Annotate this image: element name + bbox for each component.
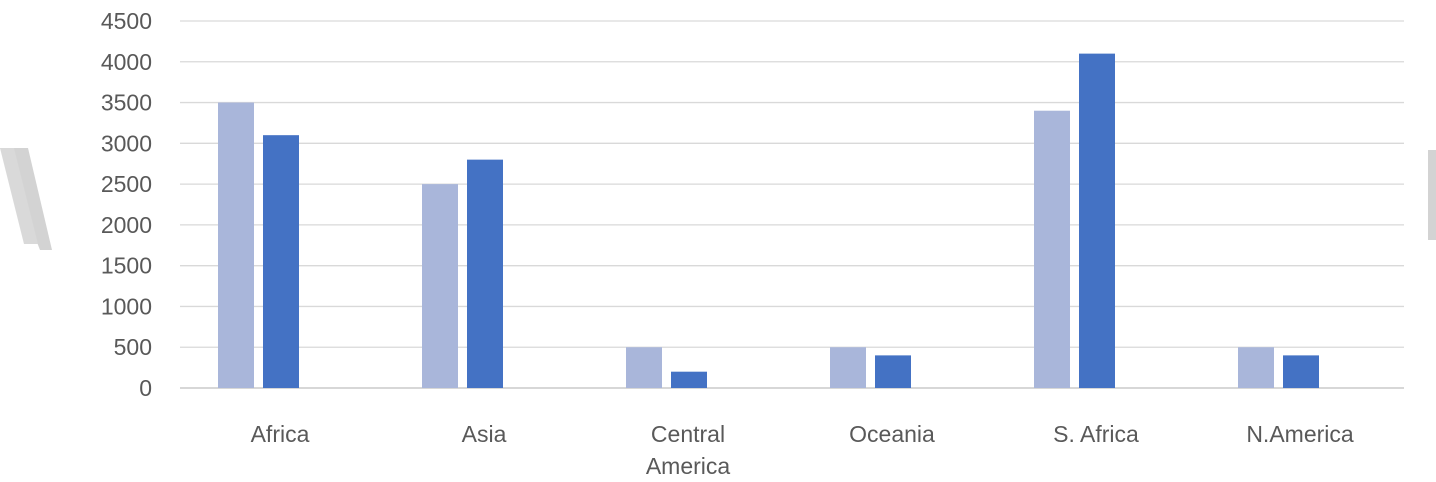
bar-s-africa-series-1	[1034, 110, 1070, 388]
x-category-label: Oceania	[849, 421, 935, 447]
x-category-label: N.America	[1246, 421, 1354, 447]
y-tick-label: 2500	[101, 171, 152, 197]
bar-asia-series-2	[467, 159, 503, 388]
bar-africa-series-2	[263, 135, 299, 388]
bars	[218, 53, 1319, 389]
bar-n-america-series-1	[1238, 347, 1274, 388]
bar-oceania-series-2	[875, 355, 911, 388]
watermark-right-shape	[1428, 150, 1436, 240]
y-tick-label: 500	[114, 334, 152, 360]
x-category-label: Asia	[462, 421, 507, 447]
gridlines	[180, 20, 1404, 389]
bar-central-america-series-2	[671, 371, 707, 388]
x-axis-categories: Africa Asia Central America Oceania S. Africa…	[251, 421, 1354, 479]
bar-asia-series-1	[422, 184, 458, 388]
bar-central-america-series-1	[626, 347, 662, 388]
y-tick-label: 2000	[101, 212, 152, 238]
bar-oceania-series-1	[830, 347, 866, 388]
y-tick-label: 3000	[101, 130, 152, 156]
y-axis-ticks: 0 500 1000 1500 2000 2500 3000 3500 4000 4500	[101, 8, 152, 401]
y-tick-label: 3500	[101, 90, 152, 116]
x-category-label: Central America	[646, 421, 731, 479]
x-category-label: S. Africa	[1053, 421, 1139, 447]
y-tick-label: 0	[139, 375, 152, 401]
y-tick-label: 4000	[101, 49, 152, 75]
bar-s-africa-series-2	[1079, 53, 1115, 388]
y-tick-label: 1000	[101, 293, 152, 319]
watermark-left-shape-b	[0, 148, 38, 244]
bar-n-america-series-2	[1283, 355, 1319, 388]
y-tick-label: 4500	[101, 8, 152, 34]
x-category-label: Africa	[251, 421, 310, 447]
bar-africa-series-1	[218, 102, 254, 389]
y-tick-label: 1500	[101, 253, 152, 279]
